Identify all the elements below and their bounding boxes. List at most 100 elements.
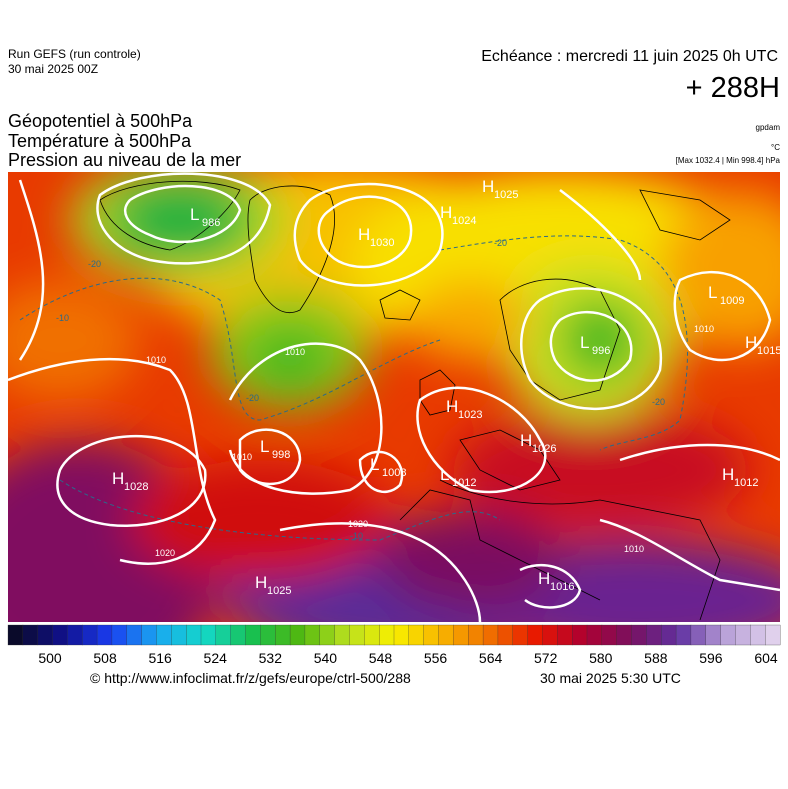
valid-time: Echéance : mercredi 11 juin 2025 0h UTC [481, 48, 778, 65]
colorbar-swatch [364, 624, 380, 646]
colorbar-swatch [482, 624, 499, 646]
unit: °C [771, 143, 780, 152]
unit: gpdam [756, 123, 781, 132]
pressure-system: H 1012 [722, 465, 758, 489]
colorbar-swatch [646, 624, 662, 646]
temperature-isolines [19, 235, 688, 541]
system-value: 1024 [452, 215, 476, 227]
colorbar-swatch [527, 624, 543, 646]
colorbar-swatch [468, 624, 484, 646]
isobar-label: 1020 [155, 548, 175, 558]
field-shading [8, 172, 780, 622]
colorbar-tick-label: 540 [314, 650, 338, 666]
pressure-system: L 998 [260, 437, 290, 461]
system-type: H [446, 397, 458, 416]
colorbar-tick-label: 516 [148, 650, 172, 666]
system-value: 1025 [267, 585, 291, 597]
colorbar-swatch [230, 624, 246, 646]
system-type: L [580, 333, 589, 352]
system-value: 1026 [532, 443, 556, 455]
system-type: L [370, 455, 379, 474]
colorbar-swatch [245, 624, 261, 646]
title: Température à 500hPa [8, 131, 192, 151]
pressure-system: L 1009 [708, 283, 744, 307]
colorbar-swatch [96, 624, 113, 646]
pressure-system: H 1023 [446, 397, 482, 421]
system-value: 986 [202, 217, 220, 229]
colorbar-swatch [67, 624, 83, 646]
system-type: L [708, 283, 717, 302]
isobar-label: 1010 [624, 544, 644, 554]
system-value: 1012 [452, 477, 476, 489]
run-date: 30 mai 2025 00Z [8, 62, 98, 76]
system-type: H [482, 177, 494, 196]
colorbar-swatch [423, 624, 439, 646]
pressure-system: H 1025 [255, 573, 291, 597]
colorbar-tick-label: 532 [259, 650, 283, 666]
isobar-label: 1020 [348, 519, 368, 529]
colorbar-swatch [111, 624, 128, 646]
pressure-system: H 1015 [745, 333, 781, 357]
system-type: L [260, 437, 269, 456]
isobars [8, 172, 780, 622]
system-type: L [190, 205, 199, 224]
colorbar-swatch [126, 624, 143, 646]
colorbar-swatch [7, 624, 24, 646]
system-value: 1028 [124, 481, 148, 493]
pressure-system: L 1012 [440, 465, 476, 489]
system-value: 1015 [757, 345, 781, 357]
colorbar-swatch [52, 624, 68, 646]
system-value: 1012 [734, 477, 758, 489]
colorbar-swatch [586, 624, 603, 646]
colorbar-swatch [215, 624, 232, 646]
system-type: H [520, 431, 532, 450]
system-value: 1025 [494, 189, 518, 201]
colorbar-swatch [349, 624, 365, 646]
system-value: 996 [592, 345, 610, 357]
system-value: 1030 [370, 237, 394, 249]
colorbar-swatch [171, 624, 187, 646]
colorbar-swatch [408, 624, 425, 646]
source-credit: © http://www.infoclimat.fr/z/gefs/europe… [90, 670, 411, 686]
colorbar-swatch [289, 624, 306, 646]
system-value: 1016 [550, 581, 574, 593]
system-value: 1023 [458, 409, 482, 421]
pressure-system: H 1026 [520, 431, 556, 455]
temperature-label: -20 [652, 397, 665, 407]
colorbar-swatch [750, 624, 766, 646]
isobar-label: 1010 [285, 347, 305, 357]
temperature-label: -20 [494, 238, 507, 248]
colorbar-swatch [690, 624, 707, 646]
colorbar-swatch [260, 624, 276, 646]
colorbar-swatch [572, 624, 588, 646]
colorbar-tick-label: 596 [699, 650, 723, 666]
run-label: Run GEFS (run controle) [8, 47, 141, 61]
system-type: H [255, 573, 267, 592]
coastlines [99, 180, 731, 621]
temperature-label: -10 [350, 531, 363, 541]
pressure-system: L 996 [580, 333, 610, 357]
colorbar-swatch [156, 624, 172, 646]
colorbar-tick-label: 508 [93, 650, 117, 666]
system-value: 1009 [720, 295, 744, 307]
system-type: H [745, 333, 757, 352]
isobar-label: 1010 [232, 452, 252, 462]
colorbar-swatch [438, 624, 454, 646]
system-type: L [440, 465, 449, 484]
colorbar-swatch [661, 624, 677, 646]
system-value: 1008 [382, 467, 406, 479]
colorbar-swatch [735, 624, 751, 646]
colorbar-swatch [379, 624, 395, 646]
system-type: H [358, 225, 370, 244]
colorbar-swatch [275, 624, 291, 646]
pressure-system: H 1024 [440, 203, 476, 227]
colorbar-tick-label: 588 [644, 650, 668, 666]
pressure-system: H 1016 [538, 569, 574, 593]
colorbar-swatch [720, 624, 736, 646]
colorbar-tick-label: 548 [369, 650, 393, 666]
colorbar-swatch [186, 624, 202, 646]
